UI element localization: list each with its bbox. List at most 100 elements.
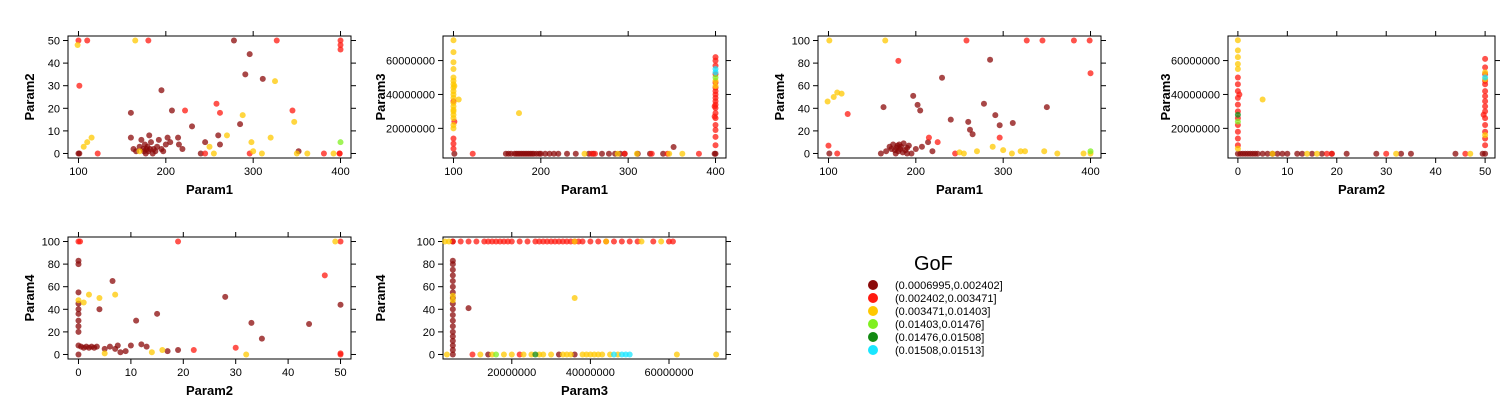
y-tick-label: 40: [48, 58, 60, 70]
x-axis-title: Param1: [936, 182, 983, 197]
scatter-panel-2: 100 200 300 400 20000000 40000000 60000000 Para…: [373, 31, 731, 197]
data-point: [572, 150, 579, 157]
data-point: [101, 350, 108, 357]
data-point: [834, 150, 841, 157]
data-point: [75, 297, 82, 304]
data-point: [1234, 135, 1241, 142]
data-point: [449, 297, 456, 304]
panel-frame: [442, 236, 727, 360]
data-point: [1482, 93, 1489, 100]
data-point: [96, 295, 103, 301]
data-point: [520, 351, 527, 358]
legend-swatch: [868, 280, 878, 290]
data-point: [449, 306, 456, 313]
data-point: [450, 145, 457, 152]
y-tick-label: 30: [48, 81, 60, 93]
data-point: [190, 346, 197, 353]
data-point: [168, 107, 175, 114]
y-tick-label: 40000000: [386, 89, 435, 101]
data-point: [133, 317, 140, 324]
data-point: [939, 74, 946, 81]
data-point: [167, 139, 174, 146]
data-point: [75, 317, 82, 324]
data-point: [337, 301, 344, 308]
data-point: [175, 346, 182, 353]
y-tick-label: 40: [423, 304, 435, 316]
data-point: [1087, 148, 1094, 155]
data-point: [449, 266, 456, 273]
data-point: [74, 42, 81, 49]
data-point: [610, 238, 617, 245]
data-point: [1023, 37, 1030, 44]
data-point: [75, 351, 82, 358]
data-point: [934, 139, 941, 146]
data-point: [159, 346, 166, 353]
data-point: [1274, 150, 1281, 157]
data-point: [826, 150, 833, 157]
x-axis-title: Param1: [561, 182, 608, 197]
data-point: [669, 238, 676, 245]
data-point: [1234, 37, 1241, 44]
data-point: [127, 342, 134, 349]
x-tick-label: 300: [994, 166, 1012, 178]
data-point: [508, 238, 515, 245]
data-point: [567, 351, 574, 358]
data-point: [337, 351, 344, 358]
data-point: [449, 323, 456, 330]
y-tick-label: 100: [417, 237, 435, 249]
data-point: [618, 238, 625, 245]
x-axis-title: Param2: [1338, 182, 1385, 197]
data-point: [239, 112, 246, 119]
data-point: [1393, 150, 1400, 157]
x-tick-label: 300: [619, 166, 637, 178]
data-point: [996, 134, 1003, 141]
data-point: [648, 150, 655, 157]
data-point: [1279, 150, 1286, 157]
data-point: [960, 150, 967, 157]
data-point: [626, 351, 633, 358]
data-point: [210, 150, 217, 157]
data-point: [1039, 37, 1046, 44]
data-point: [75, 310, 82, 317]
x-tick-label: 30: [1380, 166, 1392, 178]
data-point: [80, 299, 87, 306]
y-tick-label: 20000000: [1171, 123, 1220, 135]
legend-swatch: [868, 319, 878, 329]
data-point: [1043, 104, 1050, 111]
x-tick-label: 0: [1235, 166, 1241, 178]
data-point: [213, 100, 220, 107]
x-tick-label: 200: [157, 166, 175, 178]
data-point: [838, 90, 845, 97]
data-point: [1234, 54, 1241, 61]
data-point: [336, 150, 343, 157]
data-point: [232, 344, 239, 351]
data-point: [711, 103, 718, 110]
data-point: [175, 141, 182, 148]
x-tick-label: 20: [177, 367, 189, 379]
data-point: [112, 291, 119, 298]
data-point: [614, 150, 621, 157]
data-point: [449, 342, 456, 349]
data-point: [258, 335, 265, 342]
data-point: [243, 351, 250, 358]
data-point: [1343, 150, 1350, 157]
data-point: [515, 110, 522, 117]
x-tick-label: 200: [532, 166, 550, 178]
data-point: [457, 238, 464, 245]
legend-label: (0.003471,0.01403]: [895, 306, 990, 318]
data-point: [712, 127, 719, 134]
data-point: [138, 136, 145, 143]
data-point: [155, 136, 162, 143]
data-point: [127, 134, 134, 141]
data-point: [1008, 150, 1015, 157]
x-tick-label: 300: [244, 166, 262, 178]
data-point: [1383, 150, 1390, 157]
x-tick-label: 50: [1479, 166, 1491, 178]
data-point: [465, 305, 472, 312]
x-tick-label: 30: [230, 367, 242, 379]
data-point: [824, 98, 831, 105]
y-tick-label: 40000000: [1171, 89, 1220, 101]
data-point: [712, 82, 719, 89]
data-point: [77, 238, 84, 245]
y-tick-label: 80: [48, 259, 60, 271]
